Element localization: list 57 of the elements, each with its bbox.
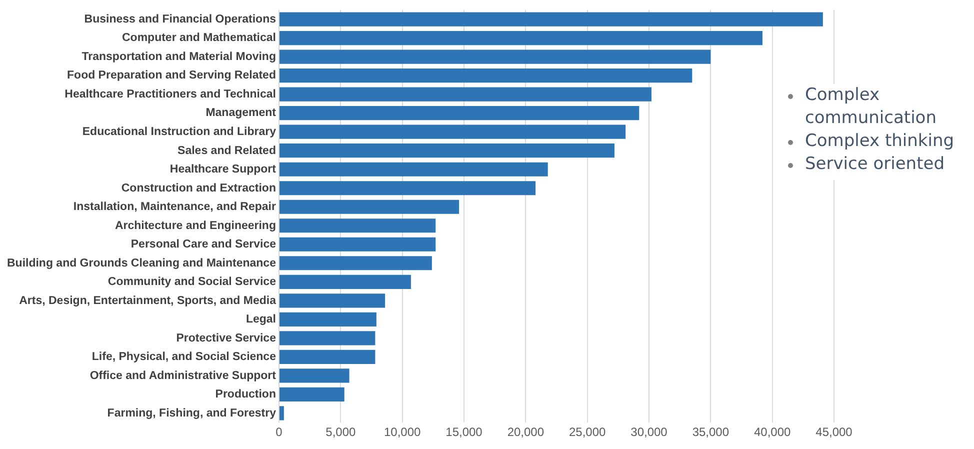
y-tick-label: Life, Physical, and Social Science	[92, 351, 276, 364]
y-tick-label: Building and Grounds Cleaning and Maintenance	[6, 257, 276, 270]
x-tick-label: 0	[276, 425, 283, 440]
bar	[279, 162, 548, 176]
annotation: Complex communication	[805, 85, 936, 128]
x-tick-label: 40,000	[754, 425, 792, 440]
x-tick-label: 35,000	[692, 425, 730, 440]
bar	[279, 218, 436, 233]
y-tick-label: Community and Social Service	[108, 276, 276, 288]
bar	[279, 312, 376, 326]
y-tick-label: Healthcare Support	[170, 164, 276, 176]
x-tick-label: 45,000	[816, 425, 853, 440]
bar	[279, 294, 386, 308]
x-tick-label: 25,000	[568, 425, 606, 440]
bar	[279, 350, 376, 364]
y-tick-label: Farming, Fishing, and Forestry	[107, 407, 277, 420]
x-tick-label: 20,000	[507, 425, 544, 440]
bar	[279, 368, 350, 383]
y-tick-label: Arts, Design, Entertainment, Sports, and Media	[19, 294, 277, 307]
y-tick-label: Sales and Related	[178, 144, 276, 157]
bar	[279, 274, 411, 289]
bar	[279, 12, 823, 26]
bar	[279, 406, 284, 420]
y-tick-label: Protective Service	[176, 332, 276, 344]
y-tick-label: Educational Instruction and Library	[82, 126, 277, 138]
y-tick-label: Management	[206, 107, 276, 120]
bar	[279, 256, 432, 270]
y-tick-label: Installation, Maintenance, and Repair	[73, 201, 277, 214]
bar	[279, 87, 652, 102]
bar	[279, 31, 762, 46]
x-tick-label: 15,000	[446, 425, 483, 440]
bar	[279, 200, 460, 214]
x-tick-label: 10,000	[384, 425, 421, 440]
annotation: Service oriented	[805, 154, 944, 174]
bar	[279, 50, 711, 64]
x-tick-label: 30,000	[630, 425, 668, 440]
y-tick-label: Production	[215, 388, 276, 401]
bar	[279, 181, 536, 196]
y-tick-label: Architecture and Engineering	[114, 220, 276, 232]
bar	[279, 68, 692, 83]
y-tick-label: Computer and Mathematical	[122, 32, 276, 44]
bar	[279, 387, 344, 402]
annotation: Complex thinking	[805, 131, 954, 151]
bar	[279, 237, 436, 252]
bar	[279, 124, 626, 139]
bar	[279, 106, 640, 120]
y-tick-label: Legal	[246, 314, 276, 326]
y-tick-label: Personal Care and Service	[130, 238, 276, 251]
x-tick-label: 5,000	[326, 425, 356, 440]
y-tick-label: Transportation and Material Moving	[82, 50, 276, 63]
bar	[279, 144, 614, 158]
y-tick-label: Healthcare Practitioners and Technical	[64, 88, 276, 100]
y-tick-label: Office and Administrative Support	[90, 370, 276, 382]
y-tick-label: Food Preparation and Serving Related	[67, 70, 276, 82]
y-tick-label: Construction and Extraction	[121, 182, 276, 194]
y-tick-label: Business and Financial Operations	[84, 13, 276, 26]
bar	[279, 331, 376, 346]
